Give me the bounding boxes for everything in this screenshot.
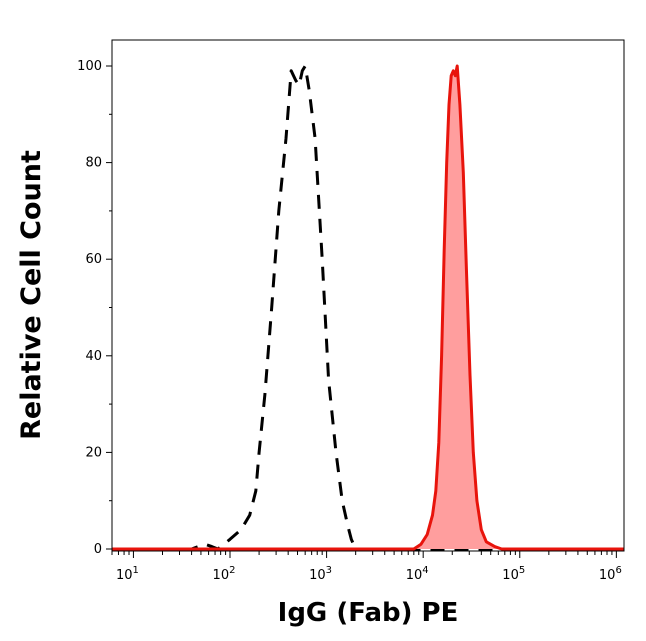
series-1-fill (112, 66, 624, 549)
x-tick-label: 101 (116, 565, 139, 583)
series-0-line (112, 64, 624, 551)
x-axis: 101 102 103 104 105 106 (111, 551, 622, 583)
y-tick-label: 60 (85, 252, 102, 267)
y-tick-label: 100 (77, 59, 102, 74)
series-layer (112, 64, 624, 551)
y-tick-label: 0 (94, 542, 102, 557)
y-tick-label: 40 (85, 349, 102, 364)
x-tick-label: 102 (213, 565, 236, 583)
x-tick-label: 103 (309, 565, 332, 583)
x-tick-label: 104 (406, 565, 429, 583)
x-tick-label: 106 (599, 565, 622, 583)
y-axis: 0 20 40 60 80 100 (77, 59, 112, 557)
y-tick-label: 80 (85, 156, 102, 171)
series-1-line (112, 64, 624, 551)
x-tick-label: 105 (502, 565, 525, 583)
x-axis-title: IgG (Fab) PE (278, 598, 459, 628)
plot-frame (111, 39, 625, 552)
y-tick-label: 20 (85, 445, 102, 460)
y-axis-title: Relative Cell Count (16, 150, 47, 440)
